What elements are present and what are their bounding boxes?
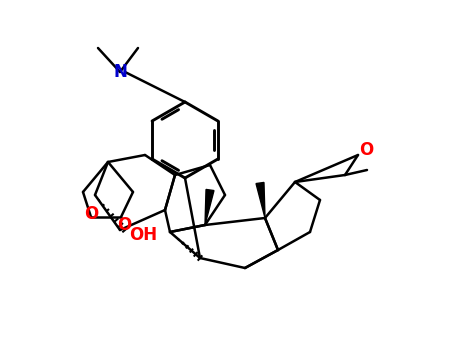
Polygon shape [205, 189, 214, 225]
Text: O: O [117, 216, 131, 234]
Text: N: N [113, 63, 127, 81]
Text: O: O [84, 205, 98, 223]
Text: OH: OH [129, 226, 157, 244]
Text: O: O [359, 141, 373, 159]
Polygon shape [256, 182, 265, 218]
